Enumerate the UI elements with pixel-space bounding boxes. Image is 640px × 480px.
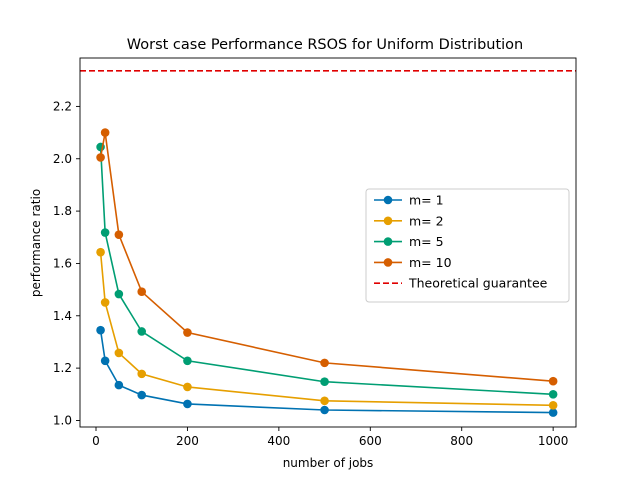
data-point (96, 153, 105, 162)
data-point (137, 369, 147, 379)
legend: m= 1 m= 2 m= 5 m= 10 Theoretical guarantee (365, 188, 570, 303)
legend-box (365, 188, 570, 303)
axes-frame (79, 57, 577, 428)
data-point (548, 408, 558, 417)
x-tick-label: 0 (92, 434, 100, 448)
data-point (320, 396, 329, 406)
legend-label: m= 10 (409, 255, 452, 270)
plot-area (79, 57, 577, 428)
y-axis-label: performance ratio (29, 189, 43, 297)
legend-marker (383, 258, 393, 267)
data-point (114, 289, 124, 299)
data-point (320, 377, 329, 387)
y-tick-label: 1.4 (53, 309, 72, 323)
y-tick-label: 1.0 (53, 413, 72, 427)
data-point (183, 328, 192, 337)
y-tick-label: 1.6 (53, 256, 72, 270)
y-axis: 1.0 1.2 1.4 1.6 1.8 2.0 2.2 (53, 99, 80, 427)
data-point (100, 128, 110, 137)
x-axis: 0 200 400 600 800 1000 (92, 427, 568, 448)
x-tick-label: 400 (267, 434, 290, 448)
y-tick-label: 1.8 (53, 204, 72, 218)
data-point (100, 356, 110, 366)
data-point (183, 356, 192, 366)
data-point (96, 247, 105, 257)
data-point (137, 327, 147, 336)
data-point (114, 380, 124, 390)
x-tick-label: 1000 (538, 434, 569, 448)
legend-marker (383, 237, 393, 246)
x-tick-label: 600 (359, 434, 382, 448)
x-tick-label: 200 (176, 434, 199, 448)
legend-label: m= 2 (409, 213, 444, 228)
data-point (183, 382, 192, 392)
data-point (100, 228, 110, 237)
legend-marker (383, 216, 393, 226)
legend-label: m= 5 (409, 234, 444, 249)
data-point (548, 400, 558, 410)
data-point (320, 358, 329, 368)
data-point (114, 230, 124, 239)
data-point (96, 325, 105, 335)
data-point (183, 399, 192, 409)
data-point (320, 405, 329, 415)
chart-title: Worst case Performance RSOS for Uniform … (127, 37, 524, 53)
data-point (548, 389, 558, 399)
y-tick-label: 1.2 (53, 361, 72, 375)
data-point (137, 390, 147, 400)
legend-marker (383, 195, 393, 205)
legend-label: Theoretical guarantee (408, 276, 548, 291)
y-tick-label: 2.2 (53, 99, 72, 113)
data-point (100, 298, 110, 307)
data-point (548, 376, 558, 386)
data-point (137, 287, 147, 297)
y-tick-label: 2.0 (53, 152, 72, 166)
x-tick-label: 800 (450, 434, 473, 448)
x-axis-label: number of jobs (283, 456, 374, 470)
data-point (114, 348, 124, 358)
legend-label: m= 1 (409, 193, 444, 208)
